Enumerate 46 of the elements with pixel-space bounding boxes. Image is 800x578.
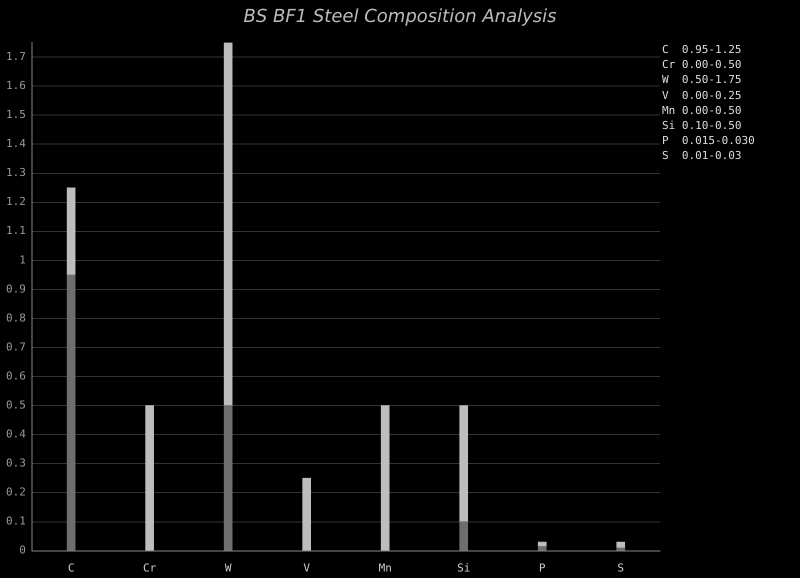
bar [66, 274, 76, 551]
x-tick-label: P [538, 561, 546, 574]
y-tick-label: 1.4 [6, 137, 26, 150]
y-tick-label: 1.6 [6, 79, 26, 92]
x-tick-label: C [68, 561, 74, 574]
bar [302, 478, 312, 551]
text: W 0.50-1.75 [662, 72, 742, 88]
text: V 0.00-0.25 [662, 88, 742, 103]
bar [380, 405, 390, 551]
y-tick-label: 0.8 [6, 311, 26, 324]
y-tick-label: 0.1 [6, 514, 26, 528]
text: Cr 0.00-0.50 [662, 57, 742, 72]
y-tick-label: 0.3 [6, 456, 26, 470]
y-tick-label: 1.1 [6, 224, 26, 238]
y-tick-label: 0.4 [6, 428, 26, 440]
bar [66, 187, 76, 276]
y-tick-label: 0.7 [6, 340, 26, 354]
x-tick-label: Si [457, 561, 470, 574]
bar [459, 521, 468, 551]
bar [145, 405, 154, 551]
bar [616, 548, 626, 551]
bar [459, 405, 468, 522]
text: Si 0.10-0.50 [662, 118, 742, 134]
x-tick-label: S [617, 561, 624, 574]
y-tick-label: 1.7 [6, 50, 26, 63]
x-tick-label: W [224, 561, 232, 574]
y-tick-label: 0.2 [6, 486, 26, 499]
bar [538, 546, 547, 551]
text: Mn 0.00-0.50 [662, 102, 742, 118]
x-tick-label: Cr [143, 561, 157, 574]
x-tick-label: Mn [378, 561, 392, 574]
y-tick-label: 1.5 [6, 108, 26, 122]
x-tick-label: V [303, 561, 310, 574]
chart-title: BS BF1 Steel Composition Analysis [242, 6, 558, 27]
y-tick-label: 1.2 [6, 195, 26, 208]
y-tick-label: 0.5 [6, 398, 26, 412]
y-tick-label: 0 [19, 544, 26, 557]
text: S 0.01-0.03 [662, 148, 742, 164]
y-tick-label: 0.6 [6, 369, 26, 382]
y-tick-label: 1.3 [6, 166, 26, 180]
y-tick-label: 1 [19, 253, 26, 266]
text: P 0.015-0.030 [662, 133, 755, 148]
bar [224, 405, 232, 551]
text: C 0.95-1.25 [662, 42, 742, 58]
bar [224, 42, 232, 406]
y-tick-label: 0.9 [6, 282, 26, 296]
